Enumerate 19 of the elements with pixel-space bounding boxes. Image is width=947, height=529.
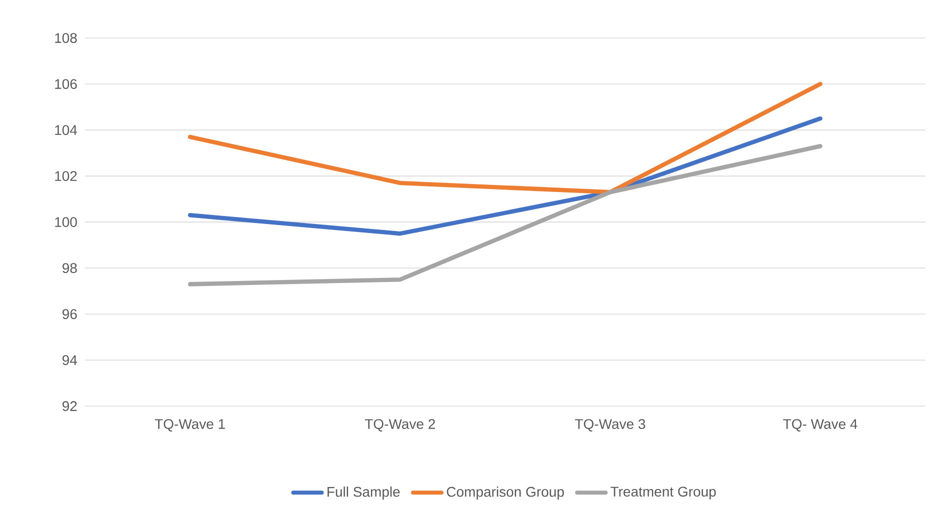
- legend-label: Treatment Group: [610, 486, 716, 500]
- legend-label: Comparison Group: [446, 486, 564, 500]
- y-tick-label: 106: [55, 79, 77, 89]
- y-tick-label: 92: [62, 401, 77, 412]
- x-tick-label: TQ- Wave 4: [783, 419, 858, 432]
- y-tick-label: 108: [55, 32, 77, 43]
- y-tick-label: 100: [55, 217, 77, 227]
- line-series: [188, 82, 822, 194]
- line-series: [188, 144, 822, 286]
- y-tick-label: 94: [62, 355, 78, 366]
- y-tick-label: 102: [55, 171, 77, 181]
- x-tick-label: TQ-Wave 3: [574, 419, 646, 432]
- y-tick-label: 98: [62, 263, 77, 273]
- x-tick-label: TQ-Wave 2: [364, 419, 435, 432]
- line-series: [188, 116, 822, 236]
- y-tick-label: 96: [62, 309, 77, 319]
- x-tick-label: TQ-Wave 1: [154, 419, 225, 432]
- y-tick-label: 104: [55, 125, 78, 135]
- legend-label: Full Sample: [328, 486, 400, 500]
